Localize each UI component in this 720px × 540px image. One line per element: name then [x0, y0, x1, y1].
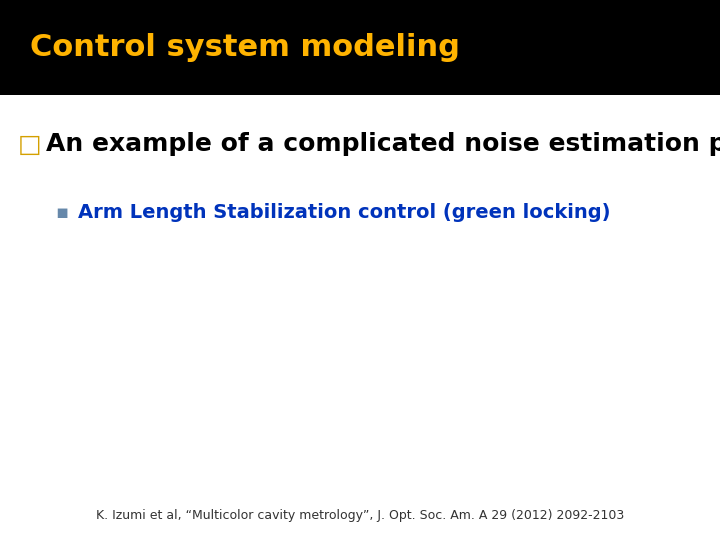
Text: □: □ [18, 132, 42, 157]
Text: Arm Length Stabilization control (green locking): Arm Length Stabilization control (green … [78, 202, 611, 221]
Text: K. Izumi et al, “Multicolor cavity metrology”, J. Opt. Soc. Am. A 29 (2012) 2092: K. Izumi et al, “Multicolor cavity metro… [96, 509, 624, 522]
Text: An example of a complicated noise estimation project: An example of a complicated noise estima… [46, 132, 720, 157]
Text: ▪: ▪ [55, 202, 68, 221]
Text: Control system modeling: Control system modeling [30, 33, 460, 62]
Bar [0, 0, 720, 94]
